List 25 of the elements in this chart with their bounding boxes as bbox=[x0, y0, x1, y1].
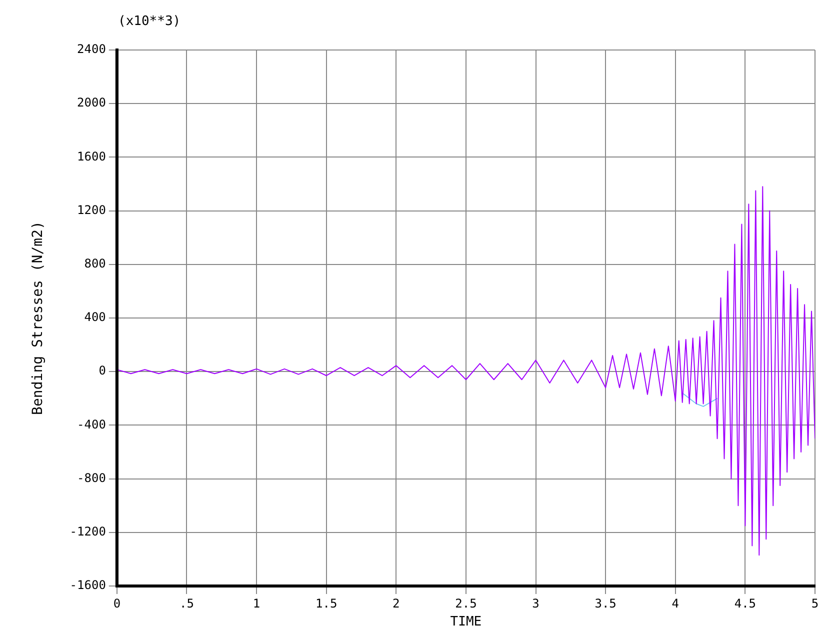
x-tick-label: 5 bbox=[811, 596, 819, 610]
y-axis-title: Bending Stresses (N/m2) bbox=[30, 221, 46, 415]
y-tick-label: 800 bbox=[84, 256, 106, 271]
y-tick-label: -800 bbox=[77, 470, 106, 485]
text: (x10**3) bbox=[118, 14, 181, 29]
x-tick-label: 2 bbox=[392, 596, 400, 610]
y-tick-label: 1600 bbox=[77, 149, 106, 164]
x-tick-label: 1 bbox=[252, 596, 260, 610]
y-tick-label: -400 bbox=[77, 417, 106, 432]
x-tick-label: 4.5 bbox=[734, 596, 756, 610]
y-tick-label: -1600 bbox=[70, 578, 106, 592]
x-axis-title: TIME bbox=[450, 614, 482, 630]
y-tick-label: 1200 bbox=[77, 202, 106, 217]
x-tick-label: 3 bbox=[532, 596, 540, 610]
x-tick-label: 2.5 bbox=[455, 596, 477, 610]
y-tick-label: 2000 bbox=[77, 96, 106, 110]
y-tick-label: 400 bbox=[84, 310, 106, 324]
y-tick-label: 2400 bbox=[77, 42, 106, 56]
x-tick-label: .5 bbox=[180, 596, 194, 610]
x-tick-label: 3.5 bbox=[594, 596, 616, 610]
y-tick-label: -1200 bbox=[70, 524, 106, 539]
x-tick-label: 4 bbox=[672, 596, 679, 610]
x-tick-label: 1.5 bbox=[316, 596, 338, 610]
y-tick-label: 0 bbox=[98, 364, 106, 378]
x-tick-label: 0 bbox=[113, 596, 121, 610]
